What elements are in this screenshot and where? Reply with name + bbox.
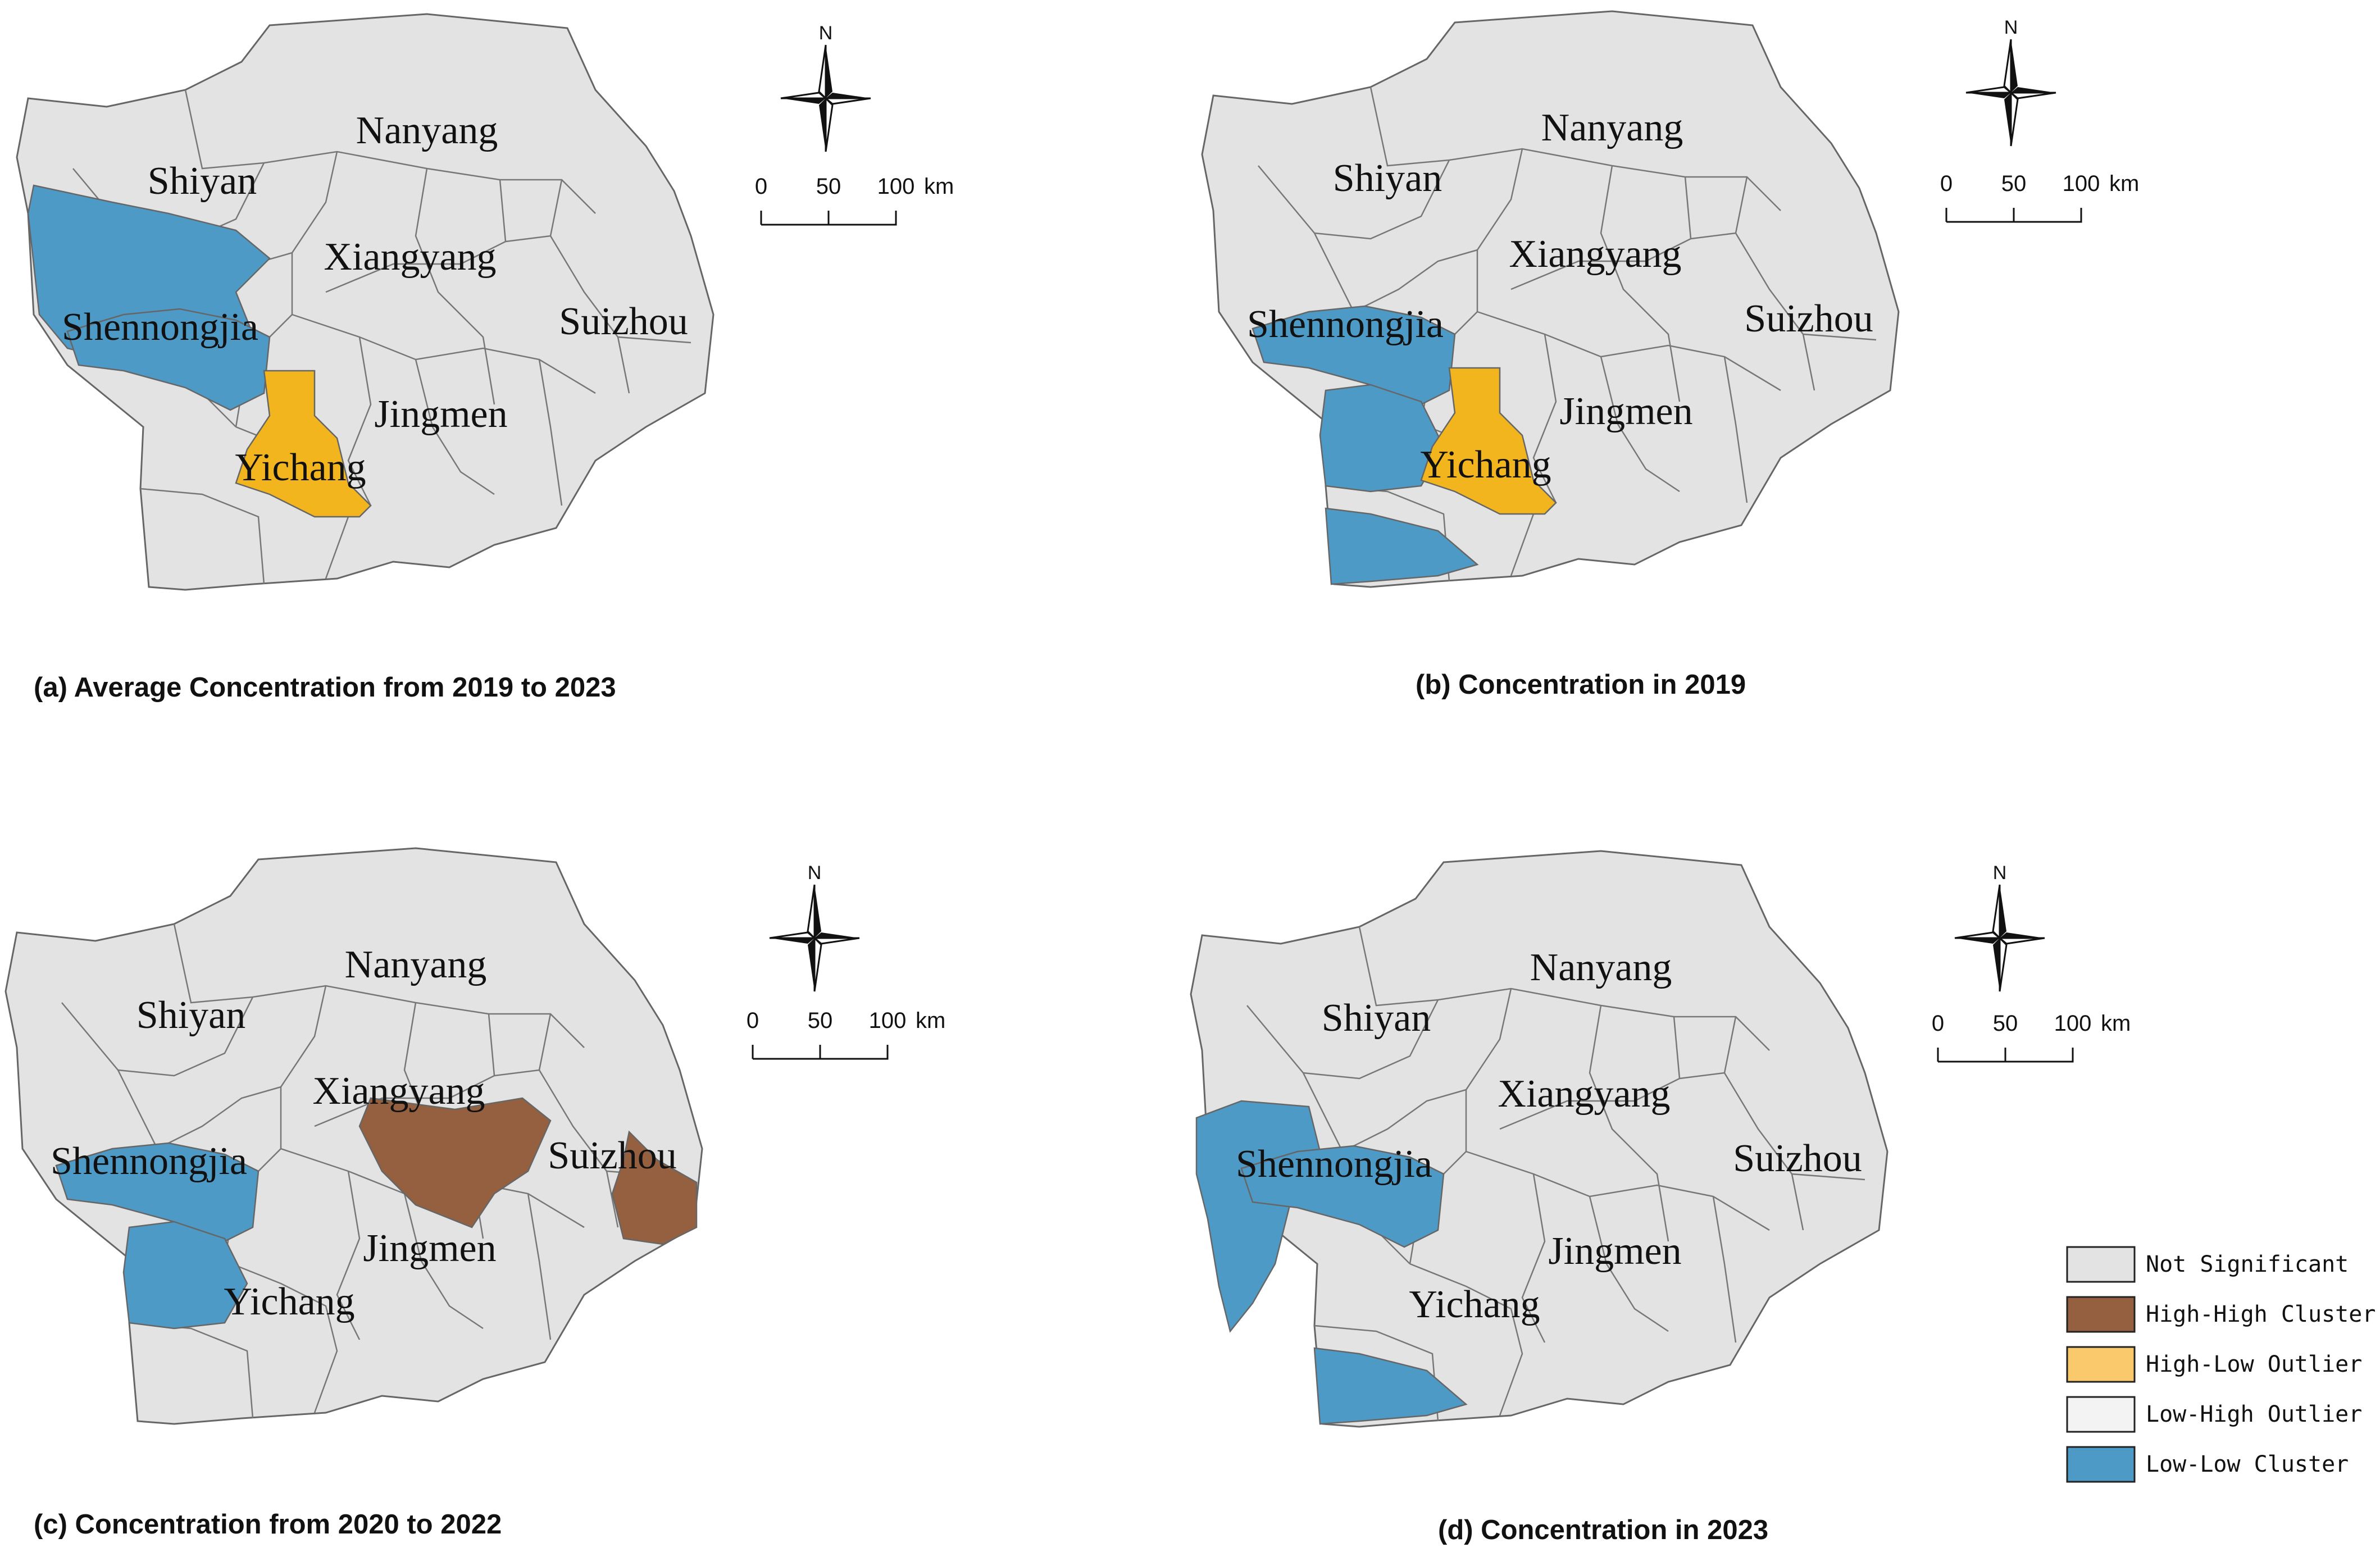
north-label: N (819, 22, 833, 44)
city-label-suizhou: Suizhou (548, 1134, 676, 1177)
scale-label: 50 (2001, 171, 2027, 196)
district-yichang-w-low-low[interactable] (122, 1221, 248, 1330)
city-label-shiyan: Shiyan (1333, 157, 1442, 200)
city-label-yichang: Yichang (1409, 1283, 1540, 1326)
scale-bar: 0 50 100 km (1940, 171, 2139, 223)
city-label-yichang: Yichang (224, 1280, 354, 1323)
north-label: N (808, 862, 822, 884)
city-label-xiangyang: Xiangyang (312, 1070, 485, 1113)
legend-swatch (2066, 1246, 2136, 1283)
scale-label: 0 (755, 174, 767, 199)
legend-label: High-High Cluster (2146, 1301, 2376, 1327)
scale-label: 50 (1993, 1011, 2018, 1036)
map-panel-a: Nanyang Shiyan Xiangyang Suizhou Shennongjia… (16, 13, 715, 591)
city-label-jingmen: Jingmen (1548, 1230, 1681, 1273)
scale-unit: km (924, 174, 954, 199)
scale-label: 0 (1932, 1011, 1944, 1036)
city-label-shiyan: Shiyan (1322, 996, 1431, 1040)
scale-label: 0 (1940, 171, 1953, 196)
legend-swatch (2066, 1346, 2136, 1383)
map-panel-c: Nanyang Shiyan Xiangyang Suizhou Shennongjia… (4, 847, 703, 1425)
scale-unit: km (2109, 171, 2139, 196)
scale-bar: 0 50 100 km (755, 174, 954, 226)
north-arrow-icon: N (780, 22, 871, 152)
legend-label: Low-Low Cluster (2146, 1451, 2349, 1477)
legend: Not Significant High-High Cluster High-Low… (2066, 1246, 2376, 1483)
city-label-jingmen: Jingmen (1559, 390, 1692, 433)
scale-label: 100 (2054, 1011, 2092, 1036)
city-label-suizhou: Suizhou (1744, 297, 1873, 340)
district-shennongjia-low-low[interactable] (1252, 305, 1456, 408)
city-label-nanyang: Nanyang (356, 109, 498, 152)
legend-swatch (2066, 1446, 2136, 1483)
scale-label: 50 (808, 1008, 833, 1033)
district-shennongjia-low-low[interactable] (66, 308, 271, 411)
panel-caption: (b) Concentration in 2019 (1416, 670, 1746, 700)
city-label-yichang: Yichang (235, 446, 366, 489)
district-yichang-s-low-low[interactable] (1325, 507, 1479, 585)
scale-bar: 0 50 100 km (747, 1008, 945, 1060)
north-label: N (2004, 17, 2018, 38)
scale-label: 100 (877, 174, 915, 199)
north-arrow-icon: N (769, 862, 860, 992)
scale-label: 100 (869, 1008, 907, 1033)
panel-caption: (a) Average Concentration from 2019 to 2… (34, 672, 616, 703)
map-panel-b: Nanyang Shiyan Xiangyang Suizhou Shennongjia… (1201, 10, 1900, 588)
legend-label: Low-High Outlier (2146, 1401, 2362, 1427)
district-yichang-high-low[interactable] (235, 370, 372, 518)
city-label-shennongjia: Shennongjia (1247, 303, 1444, 346)
city-label-nanyang: Nanyang (1530, 946, 1672, 989)
city-label-nanyang: Nanyang (345, 943, 487, 986)
city-label-shiyan: Shiyan (136, 994, 245, 1037)
city-label-nanyang: Nanyang (1541, 106, 1683, 149)
panel-caption: (d) Concentration in 2023 (1438, 1515, 1768, 1545)
city-label-xiangyang: Xiangyang (1498, 1072, 1670, 1116)
district-yichang-s-low-low[interactable] (1313, 1347, 1468, 1425)
city-label-suizhou: Suizhou (559, 300, 688, 343)
legend-swatch (2066, 1396, 2136, 1433)
city-label-shennongjia: Shennongjia (62, 306, 258, 349)
city-label-shennongjia: Shennongjia (1236, 1143, 1432, 1186)
north-arrow-icon: N (1965, 17, 2056, 147)
legend-label: Not Significant (2146, 1251, 2349, 1277)
north-label: N (1993, 862, 2007, 884)
scale-bar: 0 50 100 km (1932, 1011, 2131, 1063)
district-shennongjia-low-low[interactable] (55, 1142, 260, 1245)
city-label-shennongjia: Shennongjia (51, 1140, 247, 1183)
city-label-jingmen: Jingmen (363, 1227, 496, 1270)
city-label-jingmen: Jingmen (374, 393, 507, 436)
district-shennongjia-low-low[interactable] (1240, 1145, 1445, 1248)
city-label-xiangyang: Xiangyang (324, 235, 496, 279)
scale-unit: km (916, 1008, 945, 1033)
scale-unit: km (2101, 1011, 2131, 1036)
city-label-xiangyang: Xiangyang (1509, 233, 1681, 276)
city-label-suizhou: Suizhou (1733, 1137, 1862, 1180)
district-yichang-high-low[interactable] (1420, 367, 1557, 515)
legend-label: High-Low Outlier (2146, 1351, 2362, 1377)
district-xiangyang-high-high[interactable] (358, 1097, 552, 1228)
scale-label: 100 (2063, 171, 2100, 196)
city-label-shiyan: Shiyan (148, 160, 257, 203)
district-suizhou-e-high-high[interactable] (611, 1130, 698, 1245)
panel-caption: (c) Concentration from 2020 to 2022 (34, 1509, 502, 1540)
legend-swatch (2066, 1296, 2136, 1333)
scale-label: 50 (816, 174, 841, 199)
scale-label: 0 (747, 1008, 759, 1033)
map-panel-d: Nanyang Shiyan Xiangyang Suizhou Shennongjia… (1190, 850, 1888, 1428)
district-yichang-w-low-low[interactable] (1319, 384, 1445, 493)
city-label-yichang: Yichang (1420, 443, 1551, 486)
north-arrow-icon: N (1954, 862, 2045, 992)
